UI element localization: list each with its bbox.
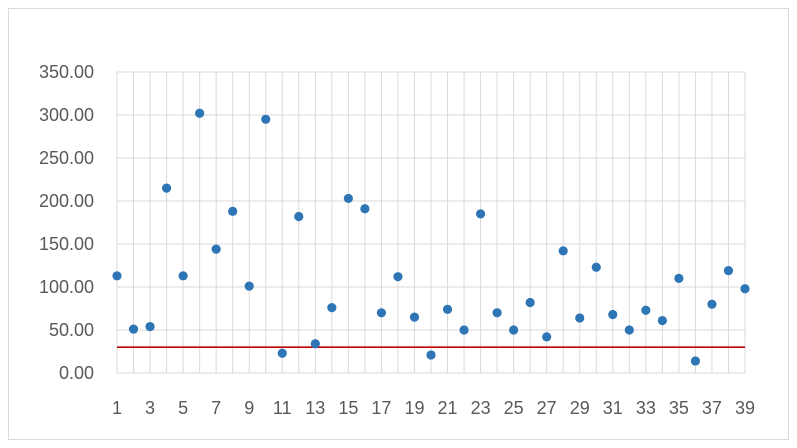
data-point bbox=[690, 356, 701, 366]
data-point bbox=[128, 324, 139, 334]
data-point bbox=[426, 350, 436, 360]
data-point bbox=[674, 273, 684, 283]
data-point bbox=[459, 325, 469, 335]
data-point bbox=[178, 271, 188, 281]
data-point bbox=[195, 108, 205, 118]
data-point bbox=[492, 308, 502, 318]
x-tick-label: 1 bbox=[112, 398, 122, 418]
x-tick-label: 3 bbox=[145, 398, 155, 418]
x-tick-label: 31 bbox=[603, 398, 623, 418]
data-point bbox=[624, 325, 634, 335]
x-tick-label: 33 bbox=[636, 398, 656, 418]
data-point bbox=[475, 209, 486, 219]
x-tick-label: 17 bbox=[371, 398, 391, 418]
y-tick-label: 250.00 bbox=[39, 148, 94, 168]
data-point bbox=[409, 312, 420, 322]
data-point bbox=[145, 321, 155, 332]
x-tick-label: 35 bbox=[669, 398, 689, 418]
data-point bbox=[442, 304, 453, 314]
data-point bbox=[509, 325, 519, 335]
y-tick-label: 350.00 bbox=[39, 62, 94, 82]
data-point bbox=[310, 339, 320, 349]
chart-frame bbox=[8, 8, 789, 440]
y-tick-label: 50.00 bbox=[49, 320, 94, 340]
data-point bbox=[277, 348, 287, 358]
data-point bbox=[261, 114, 271, 124]
data-point bbox=[641, 305, 651, 315]
data-point bbox=[707, 299, 717, 309]
data-point bbox=[161, 183, 172, 193]
data-point bbox=[608, 309, 618, 320]
data-point bbox=[376, 308, 387, 318]
x-tick-label: 21 bbox=[438, 398, 458, 418]
y-tick-label: 300.00 bbox=[39, 105, 94, 125]
data-point bbox=[723, 266, 734, 276]
data-point bbox=[657, 315, 667, 326]
data-points bbox=[112, 108, 750, 366]
x-tick-label: 27 bbox=[537, 398, 557, 418]
data-point bbox=[244, 281, 254, 291]
data-point bbox=[575, 313, 585, 323]
data-point bbox=[112, 271, 122, 281]
x-tick-label: 29 bbox=[570, 398, 590, 418]
x-axis-ticks: 1 3 5 7 9 11 13 15 17 19 21 23 25 27 29 31 33 35 37 39 bbox=[112, 398, 755, 418]
data-point bbox=[525, 297, 535, 308]
x-tick-label: 7 bbox=[211, 398, 221, 418]
y-axis-ticks: 0.00 50.00 100.00 150.00 200.00 250.00 300.00 3… bbox=[39, 62, 94, 383]
x-tick-label: 39 bbox=[735, 398, 755, 418]
data-point bbox=[740, 284, 750, 294]
x-tick-label: 19 bbox=[404, 398, 424, 418]
x-tick-label: 13 bbox=[305, 398, 325, 418]
x-tick-label: 11 bbox=[273, 398, 292, 418]
y-tick-label: 0.00 bbox=[59, 363, 94, 383]
x-tick-label: 37 bbox=[702, 398, 722, 418]
x-tick-label: 9 bbox=[244, 398, 254, 418]
y-tick-label: 150.00 bbox=[39, 234, 94, 254]
grid-lines bbox=[116, 71, 746, 374]
y-tick-label: 200.00 bbox=[39, 191, 94, 211]
x-tick-label: 25 bbox=[504, 398, 524, 418]
y-tick-label: 100.00 bbox=[39, 277, 94, 297]
data-point bbox=[558, 246, 568, 256]
data-point bbox=[228, 206, 238, 216]
data-point bbox=[211, 244, 221, 254]
data-point bbox=[327, 303, 337, 313]
data-point bbox=[393, 272, 403, 282]
data-point bbox=[542, 332, 552, 342]
x-tick-label: 5 bbox=[178, 398, 188, 418]
data-point bbox=[360, 204, 370, 214]
data-point bbox=[591, 262, 601, 272]
x-tick-label: 23 bbox=[471, 398, 491, 418]
x-tick-label: 15 bbox=[338, 398, 358, 418]
data-point bbox=[294, 211, 304, 222]
data-point bbox=[343, 193, 353, 204]
